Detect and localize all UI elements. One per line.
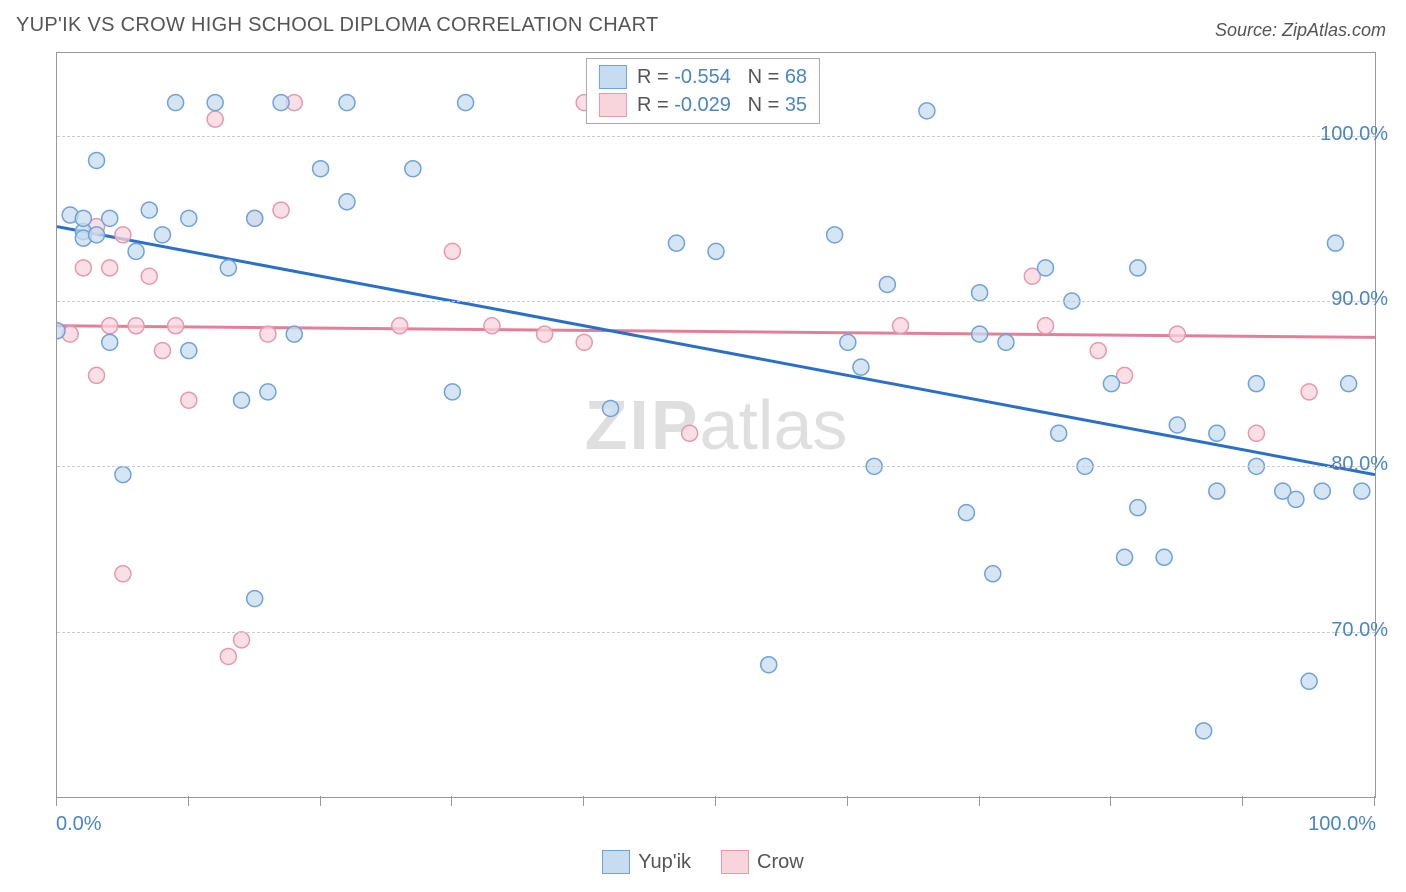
x-legend: Yup'ik Crow	[0, 850, 1406, 874]
xlegend-swatch-crow	[721, 850, 749, 874]
xlegend-label-crow: Crow	[757, 851, 804, 874]
legend-row-yupik: R = -0.554 N = 68	[599, 63, 807, 91]
xlegend-swatch-yupik	[602, 850, 630, 874]
legend-swatch-crow	[599, 93, 627, 117]
source-attribution: Source: ZipAtlas.com	[1215, 20, 1386, 41]
chart-container: YUP'IK VS CROW HIGH SCHOOL DIPLOMA CORRE…	[0, 0, 1406, 892]
plot-area: ZIPatlas	[56, 52, 1376, 798]
xlegend-label-yupik: Yup'ik	[638, 851, 691, 874]
x-axis-max: 100.0%	[1308, 813, 1376, 836]
chart-title: YUP'IK VS CROW HIGH SCHOOL DIPLOMA CORRE…	[16, 14, 658, 37]
legend-row-crow: R = -0.029 N = 35	[599, 91, 807, 119]
legend-swatch-yupik	[599, 65, 627, 89]
correlation-legend: R = -0.554 N = 68 R = -0.029 N = 35	[586, 58, 820, 124]
scatter-svg	[57, 53, 1375, 797]
x-axis-min: 0.0%	[56, 813, 102, 836]
